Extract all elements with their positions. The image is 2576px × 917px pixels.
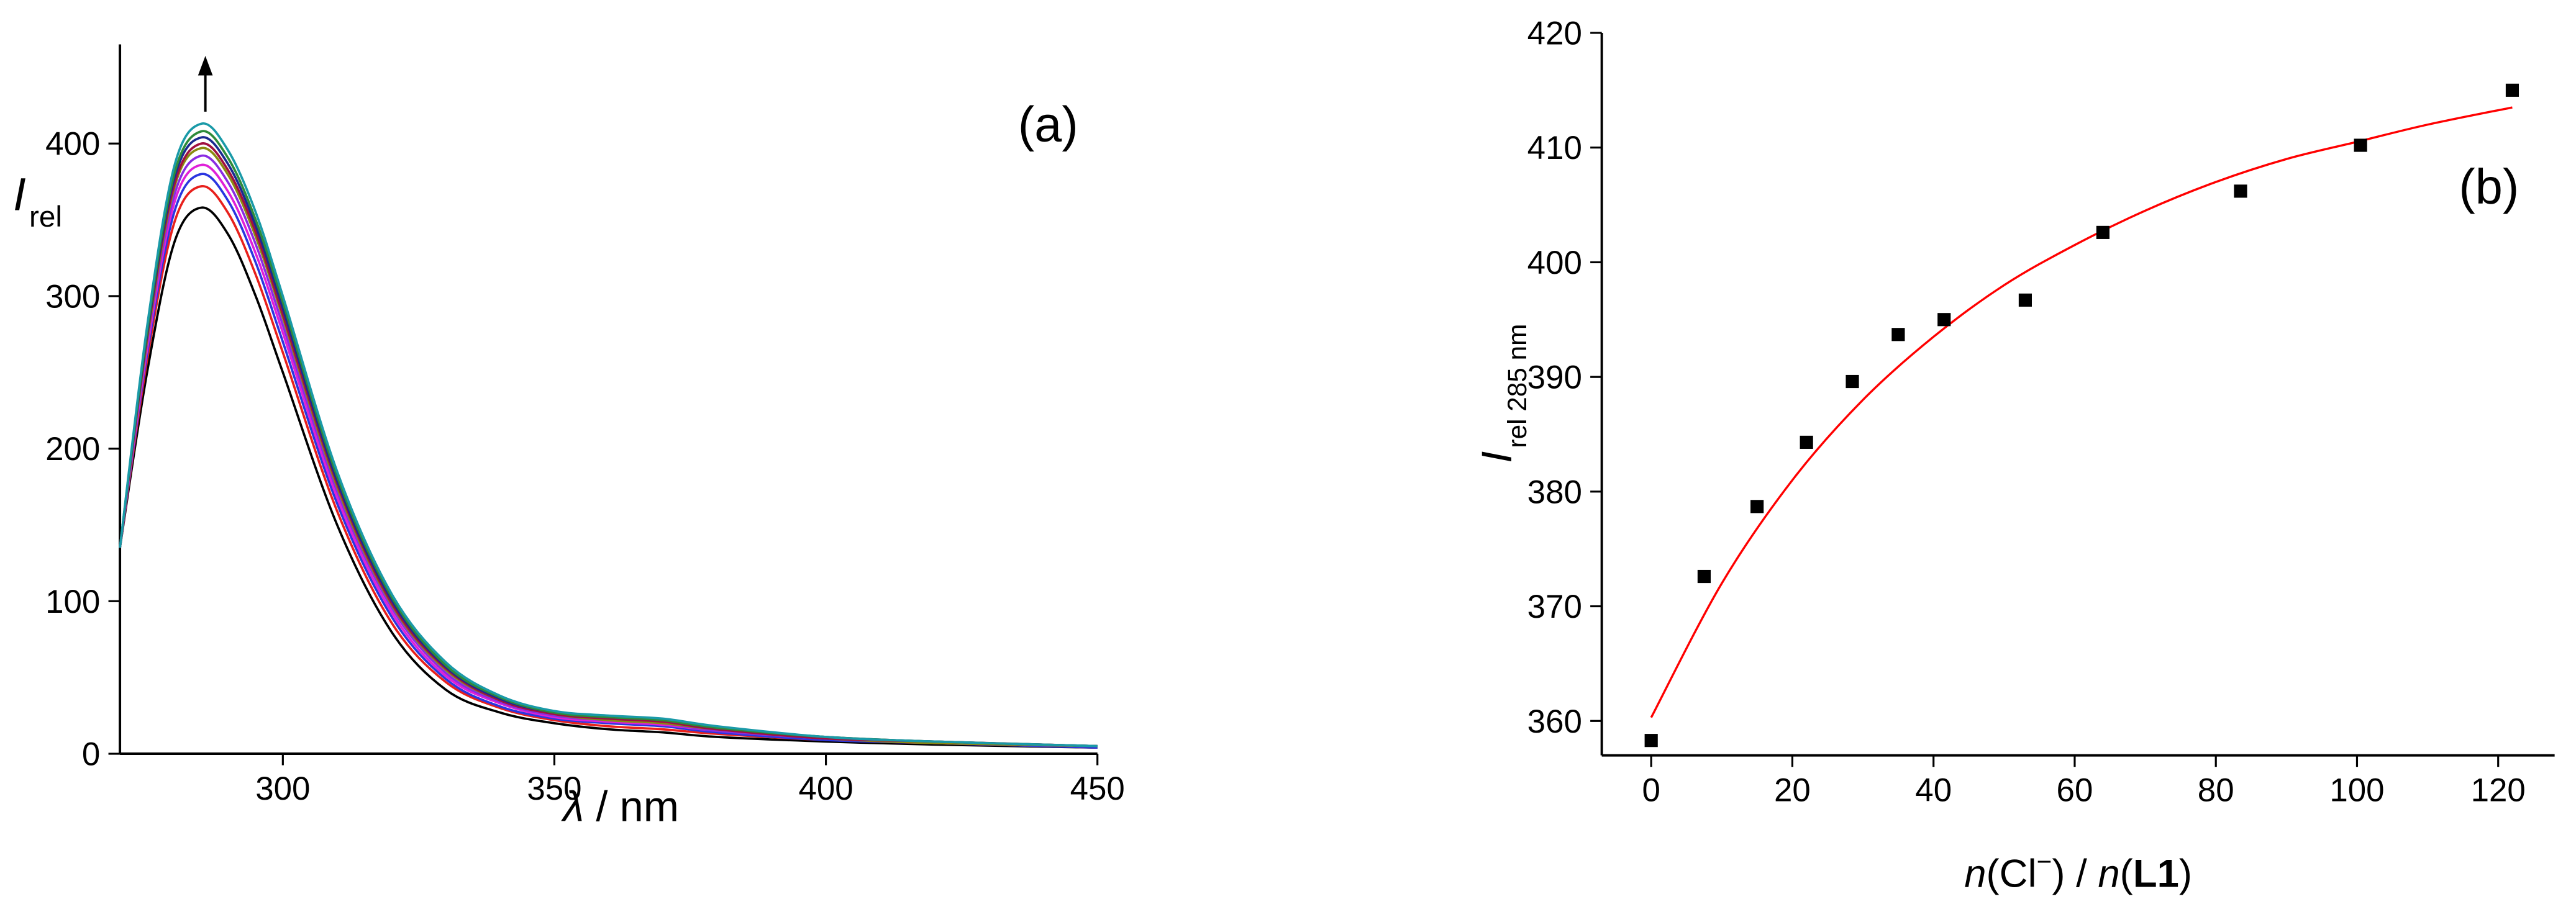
label-bold: L1: [2133, 852, 2179, 895]
label-part: ): [2179, 852, 2192, 895]
y-tick-label: 370: [1527, 589, 1582, 625]
spectrum-line: [119, 206, 1098, 749]
x-tick-label: 40: [1915, 772, 1952, 809]
spectrum-line: [119, 130, 1098, 748]
label-part: n: [2098, 852, 2119, 895]
y-tick-label: 380: [1527, 474, 1582, 510]
data-point: [2505, 83, 2519, 97]
data-point: [1937, 313, 1951, 327]
fit-line: [1650, 106, 2513, 718]
label-sup: −: [2037, 847, 2052, 876]
spectrum-line: [119, 142, 1098, 748]
x-tick-label: 300: [255, 770, 310, 807]
panel-label: (b): [2459, 159, 2519, 214]
x-tick-label: 0: [1642, 772, 1660, 809]
x-tick-label: 400: [798, 770, 853, 807]
data-point: [1846, 374, 1859, 389]
x-axis-label: λ / nm: [560, 782, 679, 830]
x-axis-label: n(Cl−) / n(L1): [1964, 847, 2192, 895]
x-tick-label: 350: [527, 770, 581, 807]
x-tick-label: 20: [1774, 772, 1811, 809]
label-sub: rel: [29, 201, 62, 233]
label-part: n: [1964, 852, 1986, 895]
spectrum-line: [119, 173, 1098, 749]
data-point: [2018, 293, 2032, 307]
y-tick-label: 200: [45, 431, 100, 468]
x-tick-label: 450: [1070, 770, 1125, 807]
y-tick-label: 300: [45, 278, 100, 315]
data-point: [1750, 500, 1764, 513]
y-tick-label: 400: [1527, 245, 1582, 281]
data-point: [1697, 569, 1711, 584]
label-part: ) /: [2052, 852, 2098, 895]
label-part: (: [2120, 852, 2133, 895]
y-tick-label: 410: [1527, 130, 1582, 166]
label-symbol: λ: [560, 782, 584, 830]
x-tick-label: 120: [2471, 772, 2526, 809]
label-sub: rel 285 nm: [1503, 324, 1532, 448]
y-axis-label: Irel 285 nm: [1473, 324, 1532, 463]
data-point: [2096, 225, 2109, 239]
label-main: I: [13, 169, 26, 220]
label-unit: / nm: [584, 782, 679, 830]
data-point: [1644, 734, 1658, 748]
data-point: [2354, 138, 2367, 152]
y-tick-label: 0: [82, 736, 100, 773]
data-point: [1891, 328, 1905, 341]
spectrum-line: [119, 147, 1098, 748]
data-point: [1800, 435, 1813, 449]
label-part: (Cl: [1987, 852, 2037, 895]
y-tick-label: 420: [1527, 15, 1582, 52]
x-tick-label: 80: [2198, 772, 2234, 809]
y-tick-label: 390: [1527, 359, 1582, 396]
y-tick-label: 400: [45, 126, 100, 163]
x-tick-label: 100: [2329, 772, 2384, 809]
spectrum-line: [119, 136, 1098, 748]
label-main: I: [1473, 451, 1521, 463]
data-point: [2234, 184, 2247, 198]
x-tick-label: 60: [2057, 772, 2093, 809]
panel-label: (a): [1018, 97, 1078, 152]
spectrum-line: [119, 122, 1098, 748]
y-tick-label: 360: [1527, 703, 1582, 740]
y-tick-label: 100: [45, 584, 100, 620]
